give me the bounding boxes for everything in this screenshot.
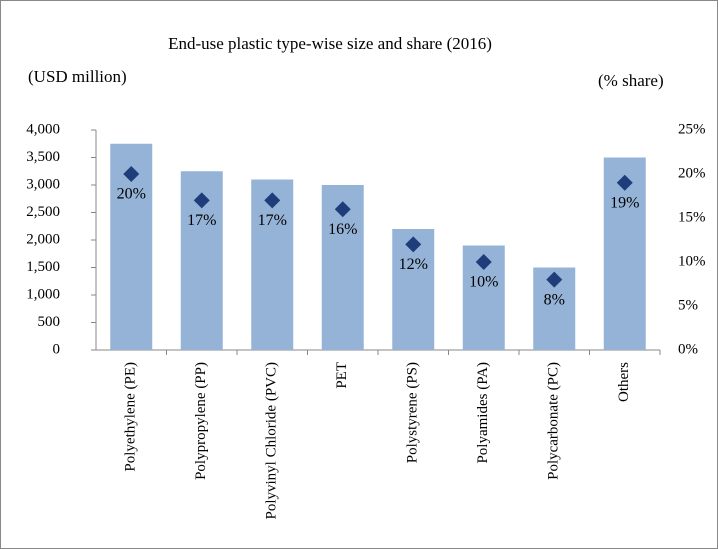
y2-tick-label: 15% [678, 209, 706, 225]
x-tick-label: Others [616, 362, 632, 402]
x-tick-label: Polyvinyl Chloride (PVC) [264, 362, 280, 520]
marker [616, 174, 633, 191]
marker [405, 236, 422, 253]
marker [334, 201, 351, 218]
x-tick-label: Polycarbonate (PC) [546, 362, 562, 480]
data-label: 12% [399, 256, 428, 273]
y2-tick-label: 20% [678, 165, 706, 181]
y-tick-label: 1,500 [26, 259, 60, 275]
marker [123, 166, 140, 182]
data-label: 8% [544, 291, 565, 308]
y2-tick-label: 0% [678, 341, 698, 357]
marker [475, 254, 492, 270]
chart-title: End-use plastic type-wise size and share… [168, 34, 492, 53]
x-tick-label: Polyamides (PA) [475, 362, 491, 464]
y-tick-label: 3,000 [26, 176, 60, 192]
x-tick-label: PET [334, 362, 350, 389]
y2-axis-label: (% share) [598, 71, 664, 90]
y-tick-label: 0 [53, 341, 61, 357]
data-label: 19% [610, 194, 639, 211]
y-tick-label: 3,500 [26, 149, 60, 165]
data-label: 20% [117, 186, 146, 203]
x-tick-label: Polypropylene (PP) [193, 362, 209, 480]
y-tick-label: 500 [38, 314, 61, 330]
y2-tick-label: 25% [678, 121, 706, 137]
x-tick-label: Polystyrene (PS) [405, 362, 421, 463]
y2-tick-label: 10% [678, 253, 706, 269]
marker [264, 192, 281, 209]
y-axis-label: (USD million) [28, 67, 127, 86]
marker [193, 192, 210, 209]
y-tick-label: 2,500 [26, 204, 60, 220]
marker [546, 271, 563, 288]
y-tick-label: 4,000 [26, 121, 60, 137]
x-tick-label: Polyethylene (PE) [123, 362, 139, 472]
y-tick-label: 2,000 [26, 231, 60, 247]
data-label: 17% [258, 212, 287, 229]
data-label: 16% [328, 221, 357, 238]
data-label: 17% [187, 212, 216, 229]
y-tick-label: 1,000 [26, 286, 60, 302]
data-label: 10% [469, 274, 498, 291]
y2-tick-label: 5% [678, 297, 698, 313]
